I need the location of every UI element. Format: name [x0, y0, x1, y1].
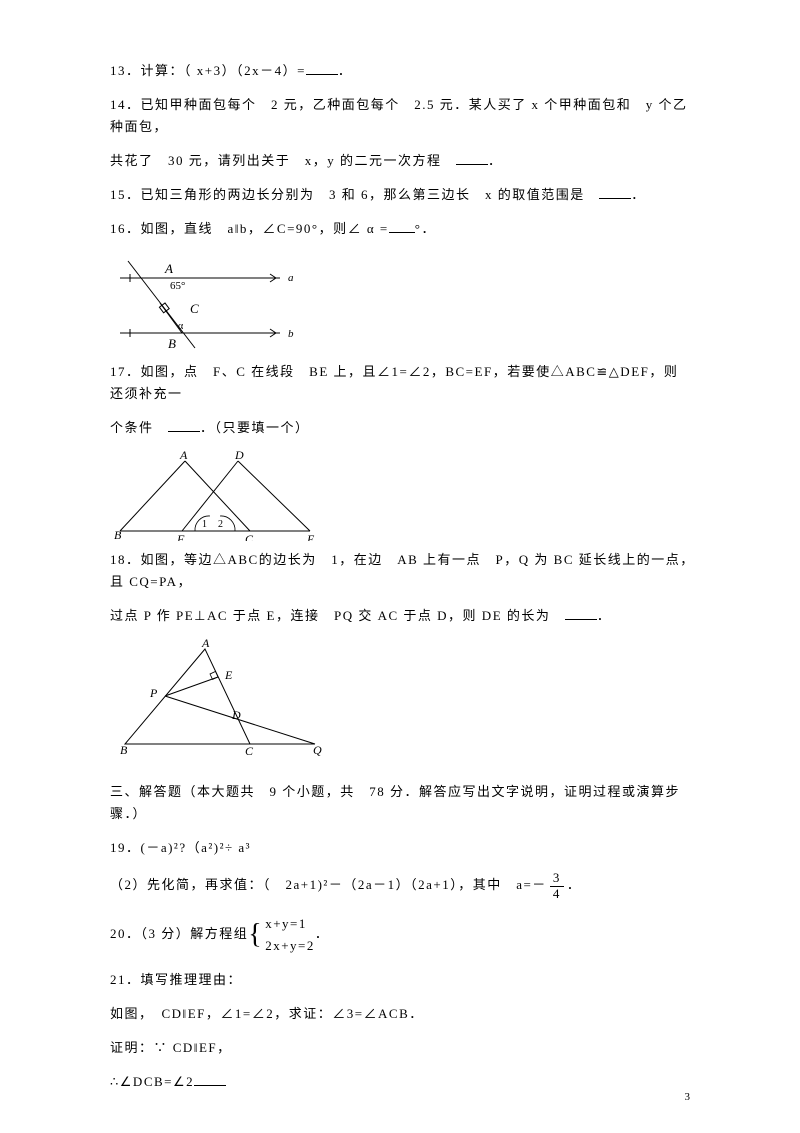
q14-blank	[456, 164, 488, 165]
q13: 13．计算：（ x+3）（2x－4）= ．	[110, 60, 690, 82]
q20-suffix: ．	[315, 926, 330, 941]
svg-text:a: a	[288, 272, 294, 284]
svg-text:B: B	[168, 336, 176, 351]
svg-text:E: E	[224, 668, 233, 682]
q19b-pre: （2）先化简，再求值：（ 2a+1)²－（2a－1）（2a+1），其中 a=－	[110, 877, 547, 892]
svg-text:B: B	[120, 743, 128, 757]
q21c-blank	[194, 1085, 226, 1086]
q17b-pre: 个条件	[110, 420, 168, 435]
q19b-suffix: ．	[567, 877, 582, 892]
q21: 21．填写推理理由：	[110, 969, 690, 991]
q18-line2: 过点 P 作 PE⊥AC 于点 E，连接 PQ 交 AC 于点 D，则 DE 的…	[110, 605, 690, 627]
q21c-pre: ∴∠DCB=∠2	[110, 1074, 194, 1089]
q15-blank	[599, 198, 631, 199]
eq2: 2x+y=2	[265, 938, 315, 953]
q14-line1: 14．已知甲种面包每个 2 元，乙种面包每个 2.5 元．某人买了 x 个甲种面…	[110, 94, 690, 138]
equation-system: x+y=1 2x+y=2	[265, 913, 315, 957]
figure-18: A B C Q P E D	[110, 639, 690, 759]
svg-text:C: C	[245, 744, 254, 758]
q14b-suffix: ．	[488, 153, 503, 168]
q17b-suffix: ．（只要填一个）	[200, 420, 310, 435]
q19: 19．(－a)²?（a²)²÷ a³	[110, 837, 690, 859]
svg-text:B: B	[114, 528, 122, 541]
svg-text:D: D	[234, 451, 244, 462]
svg-text:b: b	[288, 328, 294, 340]
eq1: x+y=1	[265, 916, 307, 931]
svg-text:1: 1	[202, 519, 207, 530]
q18-blank	[565, 619, 597, 620]
svg-text:A: A	[164, 261, 173, 276]
q13-suffix: ．	[338, 63, 353, 78]
frac-den: 4	[550, 887, 564, 901]
svg-text:D: D	[231, 708, 241, 722]
fraction-icon: 34	[550, 871, 564, 901]
section-3-heading: 三、解答题（本大题共 9 个小题，共 78 分．解答应写出文字说明，证明过程或演…	[110, 781, 690, 825]
q16-pre: 16．如图，直线 a‖b，∠C=90°，则∠ α =	[110, 221, 389, 236]
q13-blank	[306, 74, 338, 75]
svg-text:E: E	[306, 532, 315, 541]
svg-text:P: P	[149, 686, 158, 700]
svg-text:A: A	[201, 639, 210, 650]
q17-line2: 个条件 ．（只要填一个）	[110, 417, 690, 439]
brace-icon: {	[248, 921, 263, 949]
frac-num: 3	[550, 871, 564, 886]
svg-text:2: 2	[218, 519, 223, 530]
q21c: ∴∠DCB=∠2	[110, 1071, 690, 1093]
q20: 20．（3 分）解方程组{x+y=1 2x+y=2．	[110, 913, 690, 957]
q13-text: 13．计算：（ x+3）（2x－4）=	[110, 63, 306, 78]
figure-17: A D B F C E 1 2	[110, 451, 690, 541]
q17-blank	[168, 431, 200, 432]
svg-text:α: α	[178, 321, 184, 332]
q21b: 证明：∵ CD‖EF，	[110, 1037, 690, 1059]
figure-16: A a b C B α 65°	[110, 253, 690, 353]
q16-blank	[389, 232, 415, 233]
svg-text:C: C	[190, 301, 199, 316]
q17-line1: 17．如图，点 F、C 在线段 BE 上，且∠1=∠2，BC=EF，若要使△AB…	[110, 361, 690, 405]
q18b-pre: 过点 P 作 PE⊥AC 于点 E，连接 PQ 交 AC 于点 D，则 DE 的…	[110, 608, 565, 623]
svg-text:A: A	[179, 451, 188, 462]
q14-line2: 共花了 30 元，请列出关于 x，y 的二元一次方程 ．	[110, 150, 690, 172]
q18-line1: 18．如图，等边△ABC的边长为 1，在边 AB 上有一点 P，Q 为 BC 延…	[110, 549, 690, 593]
svg-text:C: C	[245, 532, 254, 541]
q16: 16．如图，直线 a‖b，∠C=90°，则∠ α = °．	[110, 218, 690, 240]
page-number: 3	[685, 1091, 691, 1103]
svg-text:Q: Q	[313, 743, 322, 757]
q15-suffix: ．	[631, 187, 646, 202]
svg-text:65°: 65°	[170, 280, 185, 292]
q15-pre: 15．已知三角形的两边长分别为 3 和 6，那么第三边长 x 的取值范围是	[110, 187, 599, 202]
svg-text:F: F	[176, 532, 185, 541]
q14b-pre: 共花了 30 元，请列出关于 x，y 的二元一次方程	[110, 153, 456, 168]
q20-pre: 20．（3 分）解方程组	[110, 926, 248, 941]
q15: 15．已知三角形的两边长分别为 3 和 6，那么第三边长 x 的取值范围是 ．	[110, 184, 690, 206]
q18b-suffix: ．	[597, 608, 612, 623]
q19-part2: （2）先化简，再求值：（ 2a+1)²－（2a－1）（2a+1），其中 a=－3…	[110, 871, 690, 901]
q16-suffix: °．	[415, 221, 436, 236]
q21a: 如图， CD‖EF，∠1=∠2，求证：∠3=∠ACB．	[110, 1003, 690, 1025]
